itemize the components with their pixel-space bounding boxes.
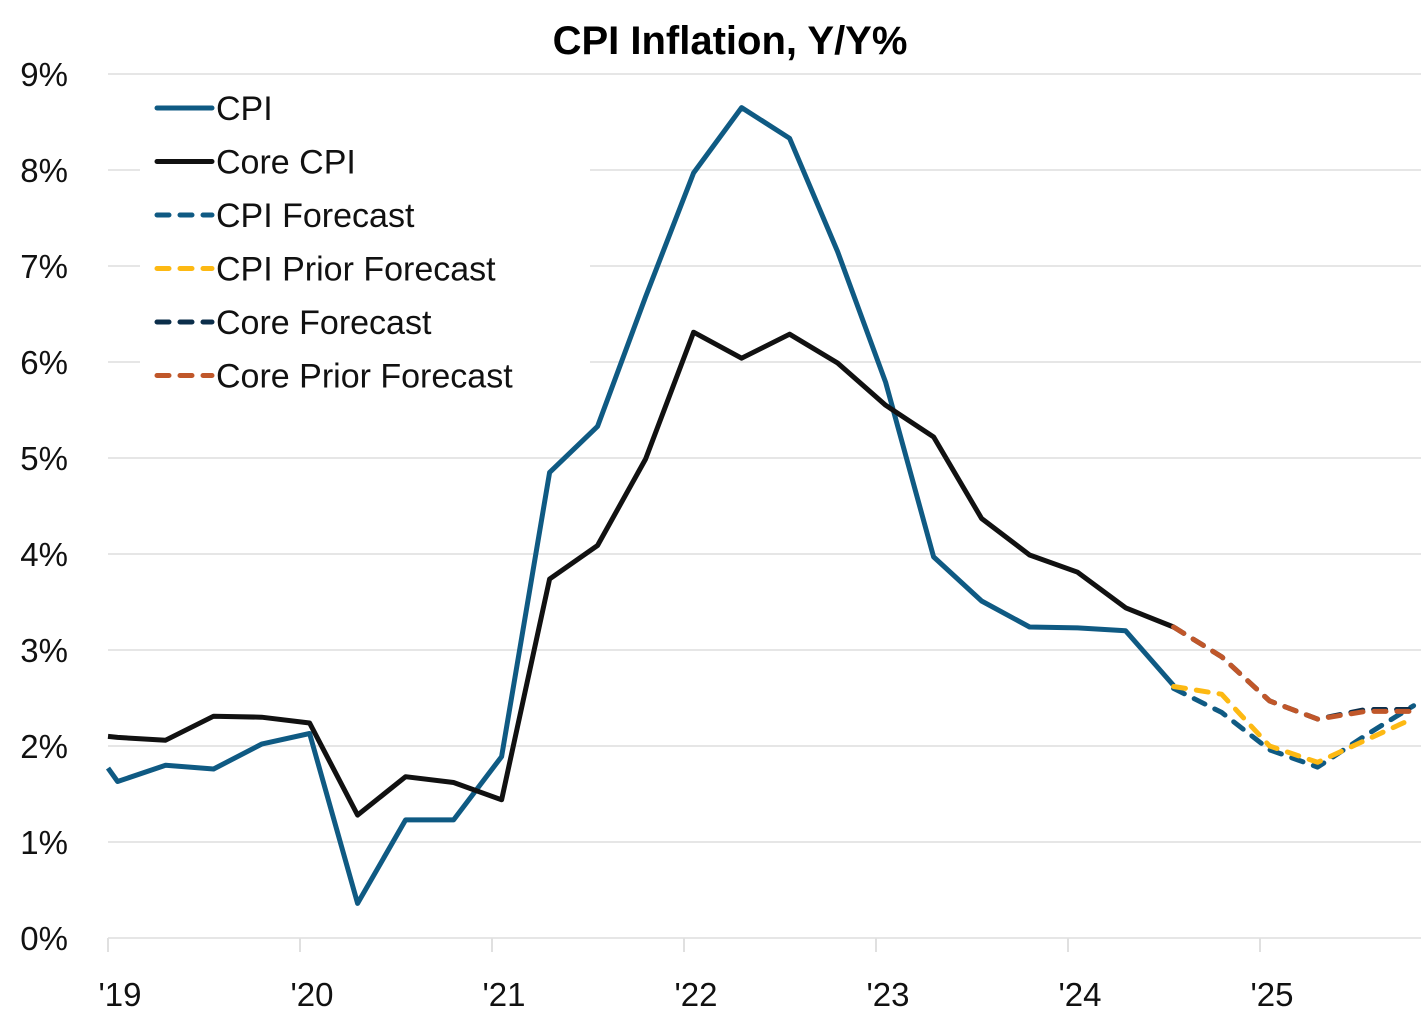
- legend-item: CPI: [154, 90, 273, 128]
- legend: CPI Core CPI CPI Forecast CPI Prior Forecas…: [154, 90, 513, 396]
- y-tick-label: 1%: [20, 824, 68, 861]
- y-tick-label: 9%: [20, 56, 68, 93]
- y-tick-label: 2%: [20, 728, 68, 765]
- x-tick-label: '23: [866, 976, 909, 1013]
- series-line-core-cpi: [107, 329, 1175, 818]
- legend-item: CPI Prior Forecast: [154, 251, 496, 289]
- series-line-cpi-prior-forecast: [1171, 684, 1417, 765]
- legend-item: CPI Forecast: [154, 197, 415, 235]
- legend-background: [140, 82, 590, 400]
- series-lines: [105, 105, 1417, 906]
- x-axis: '19 '20 '21 '22 '23 '24 '25: [98, 938, 1294, 1013]
- x-tick-label: '19: [98, 976, 141, 1013]
- y-tick-label: 3%: [20, 632, 68, 669]
- legend-item: Core CPI: [154, 144, 356, 182]
- legend-item: Core Prior Forecast: [154, 358, 513, 396]
- legend-label: CPI Forecast: [216, 197, 415, 235]
- y-tick-label: 5%: [20, 440, 68, 477]
- chart-title: CPI Inflation, Y/Y%: [553, 19, 908, 63]
- y-tick-label: 7%: [20, 248, 68, 285]
- series-line-core-forecast: [1171, 624, 1417, 722]
- y-tick-label: 6%: [20, 344, 68, 381]
- series-line-cpi: [105, 105, 1176, 906]
- legend-box: [140, 82, 590, 400]
- legend-label: Core Prior Forecast: [216, 358, 513, 396]
- legend-item: Core Forecast: [154, 304, 432, 342]
- y-tick-label: 4%: [20, 536, 68, 573]
- legend-label: CPI Prior Forecast: [216, 251, 496, 289]
- series-line-core-prior-forecast: [1171, 624, 1417, 722]
- legend-label: Core Forecast: [216, 304, 432, 342]
- y-axis: 0% 1% 2% 3% 4% 5% 6% 7% 8% 9%: [20, 56, 68, 957]
- x-tick-label: '25: [1250, 976, 1293, 1013]
- legend-label: CPI: [216, 90, 273, 128]
- x-tick-label: '24: [1058, 976, 1101, 1013]
- x-tick-label: '21: [482, 976, 525, 1013]
- series-line-cpi-forecast: [1171, 685, 1417, 770]
- y-tick-label: 8%: [20, 152, 68, 189]
- legend-label: Core CPI: [216, 144, 356, 182]
- x-tick-label: '22: [674, 976, 717, 1013]
- x-tick-label: '20: [290, 976, 333, 1013]
- y-tick-label: 0%: [20, 920, 68, 957]
